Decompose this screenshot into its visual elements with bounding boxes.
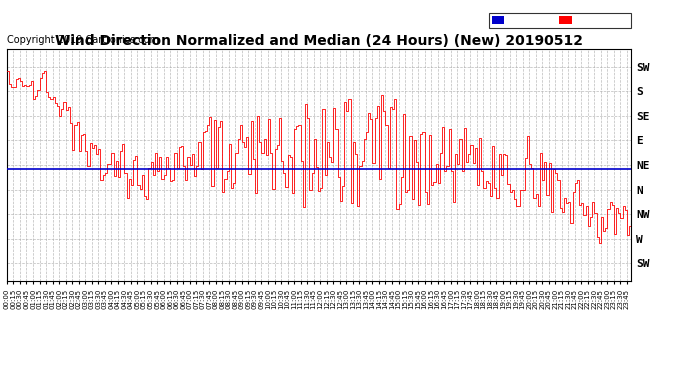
Text: Copyright 2019 Cartronics.com: Copyright 2019 Cartronics.com	[7, 35, 159, 45]
Legend: Average, Direction: Average, Direction	[489, 13, 631, 28]
Title: Wind Direction Normalized and Median (24 Hours) (New) 20190512: Wind Direction Normalized and Median (24…	[55, 34, 583, 48]
